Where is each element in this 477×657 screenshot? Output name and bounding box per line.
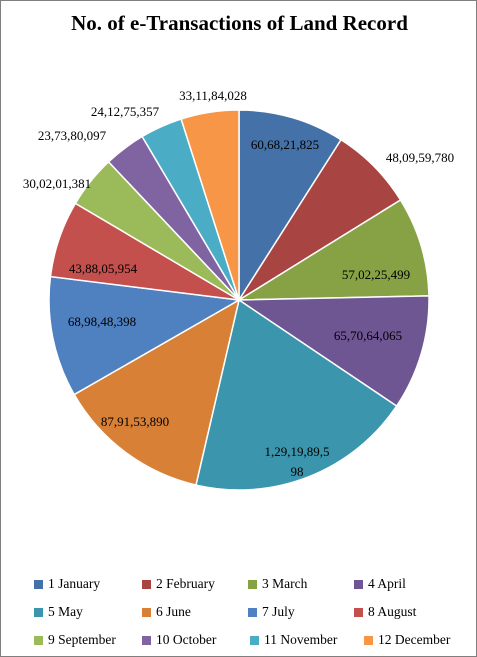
legend-label: 10 October <box>156 632 217 647</box>
data-label-6: 87,91,53,890 <box>101 414 169 429</box>
legend-item-10: 10 October <box>142 632 250 648</box>
pie-slice-6 <box>73 298 241 486</box>
pie-slice-12 <box>180 109 240 301</box>
legend-label: 2 February <box>156 576 215 591</box>
legend-item-5: 5 May <box>34 604 142 620</box>
data-label-1: 60,68,21,825 <box>251 137 319 152</box>
legend-label: 12 December <box>378 632 451 647</box>
legend-label: 6 June <box>156 604 191 619</box>
legend-swatch <box>142 635 151 645</box>
legend-swatch <box>250 635 259 645</box>
legend-label: 8 August <box>368 604 417 619</box>
legend-label: 7 July <box>262 604 295 619</box>
legend-item-8: 8 August <box>354 604 454 620</box>
legend-label: 9 September <box>48 632 116 647</box>
data-label-3: 57,02,25,499 <box>342 267 410 282</box>
legend-swatch <box>248 607 257 617</box>
legend-label: 4 April <box>368 576 406 591</box>
legend-item-12: 12 December <box>364 632 464 648</box>
pie-slice-3 <box>236 198 430 301</box>
legend-label: 11 November <box>264 632 338 647</box>
legend-row: 1 January 2 February 3 March 4 April <box>34 570 464 598</box>
data-label-4: 65,70,64,065 <box>334 328 402 343</box>
legend-swatch <box>34 635 43 645</box>
legend-swatch <box>34 579 43 589</box>
legend-item-6: 6 June <box>142 604 248 620</box>
pie-slice-5 <box>195 298 398 491</box>
data-label-12: 33,11,84,028 <box>179 88 247 103</box>
legend: 1 January 2 February 3 March 4 April 5 May 6 … <box>34 570 464 654</box>
data-label-10: 23,73,80,097 <box>38 128 107 143</box>
legend-row: 9 September 10 October 11 November 12 Decem… <box>34 626 464 654</box>
data-label-8: 43,88,05,954 <box>69 261 138 276</box>
pie-slice-1 <box>238 109 343 303</box>
pie-chart: 60,68,21,825 48,09,59,780 57,02,25,499 65,7… <box>23 88 454 491</box>
legend-item-11: 11 November <box>250 632 364 648</box>
legend-row: 5 May 6 June 7 July 8 August <box>34 598 464 626</box>
data-label-11: 24,12,75,357 <box>91 104 160 119</box>
legend-label: 1 January <box>48 576 101 591</box>
legend-swatch <box>354 579 363 589</box>
data-label-9: 30,02,01,381 <box>23 176 91 191</box>
pie-slice-7 <box>48 275 242 396</box>
legend-item-3: 3 March <box>248 576 354 592</box>
pie-slice-4 <box>236 295 430 408</box>
data-label-5: 1,29,19,89,5 98 <box>265 444 330 479</box>
data-label-2: 48,09,59,780 <box>386 150 454 165</box>
legend-swatch <box>364 635 373 645</box>
legend-swatch <box>142 607 151 617</box>
legend-label: 5 May <box>48 604 83 619</box>
legend-item-1: 1 January <box>34 576 142 592</box>
legend-swatch <box>354 607 363 617</box>
data-label-7: 68,98,48,398 <box>68 314 136 329</box>
legend-item-9: 9 September <box>34 632 142 648</box>
legend-item-2: 2 February <box>142 576 248 592</box>
legend-item-7: 7 July <box>248 604 354 620</box>
legend-swatch <box>34 607 43 617</box>
legend-swatch <box>142 579 151 589</box>
legend-swatch <box>248 579 257 589</box>
legend-item-4: 4 April <box>354 576 454 592</box>
chart-title: No. of e-Transactions of Land Record <box>71 11 408 35</box>
legend-label: 3 March <box>262 576 308 591</box>
